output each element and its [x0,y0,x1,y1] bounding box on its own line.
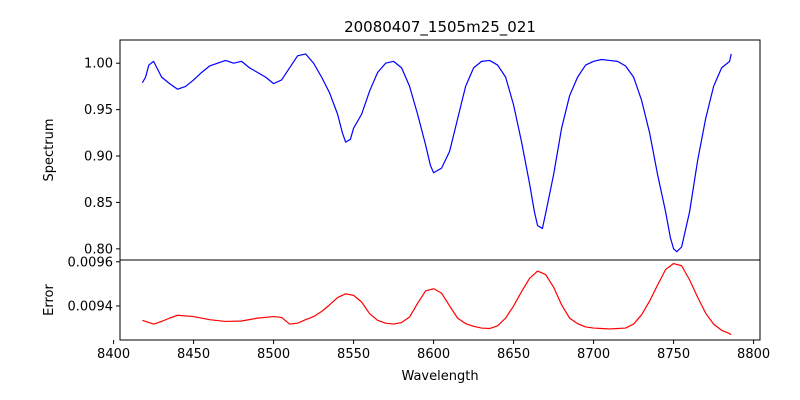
y-tick-label: 0.95 [84,103,113,118]
x-tick-label: 8500 [257,347,290,362]
x-tick-label: 8400 [97,347,130,362]
y-tick-label: 0.0096 [68,255,114,270]
y-tick-label: 0.80 [84,242,113,257]
y-tick-label: 0.0094 [68,299,114,314]
plot-frame [119,259,761,341]
chart-title: 20080407_1505m25_021 [344,18,536,37]
y-axis-label: Error [42,284,57,316]
plot-frame [119,39,761,261]
x-tick-label: 8600 [417,347,450,362]
x-tick-label: 8800 [737,347,770,362]
error-panel: 0.0094 0.0096 Error 8400 8450 8500 8550 8600 865… [42,255,770,384]
series-line [142,262,732,336]
x-tick-label: 8650 [497,347,530,362]
spectrum-panel: 0.80 0.85 0.90 0.95 1.00 Spectrum 20080407_150… [42,18,761,261]
x-tick-label: 8450 [177,347,210,362]
x-tick-label: 8550 [337,347,370,362]
y-tick-label: 0.85 [84,196,113,211]
y-axis-label: Spectrum [42,119,57,182]
x-axis-label: Wavelength [401,369,478,384]
y-tick-label: 0.90 [84,150,113,165]
y-tick-label: 1.00 [84,57,113,72]
x-tick-label: 8700 [577,347,610,362]
series-line [141,53,732,253]
x-tick-label: 8750 [657,347,690,362]
